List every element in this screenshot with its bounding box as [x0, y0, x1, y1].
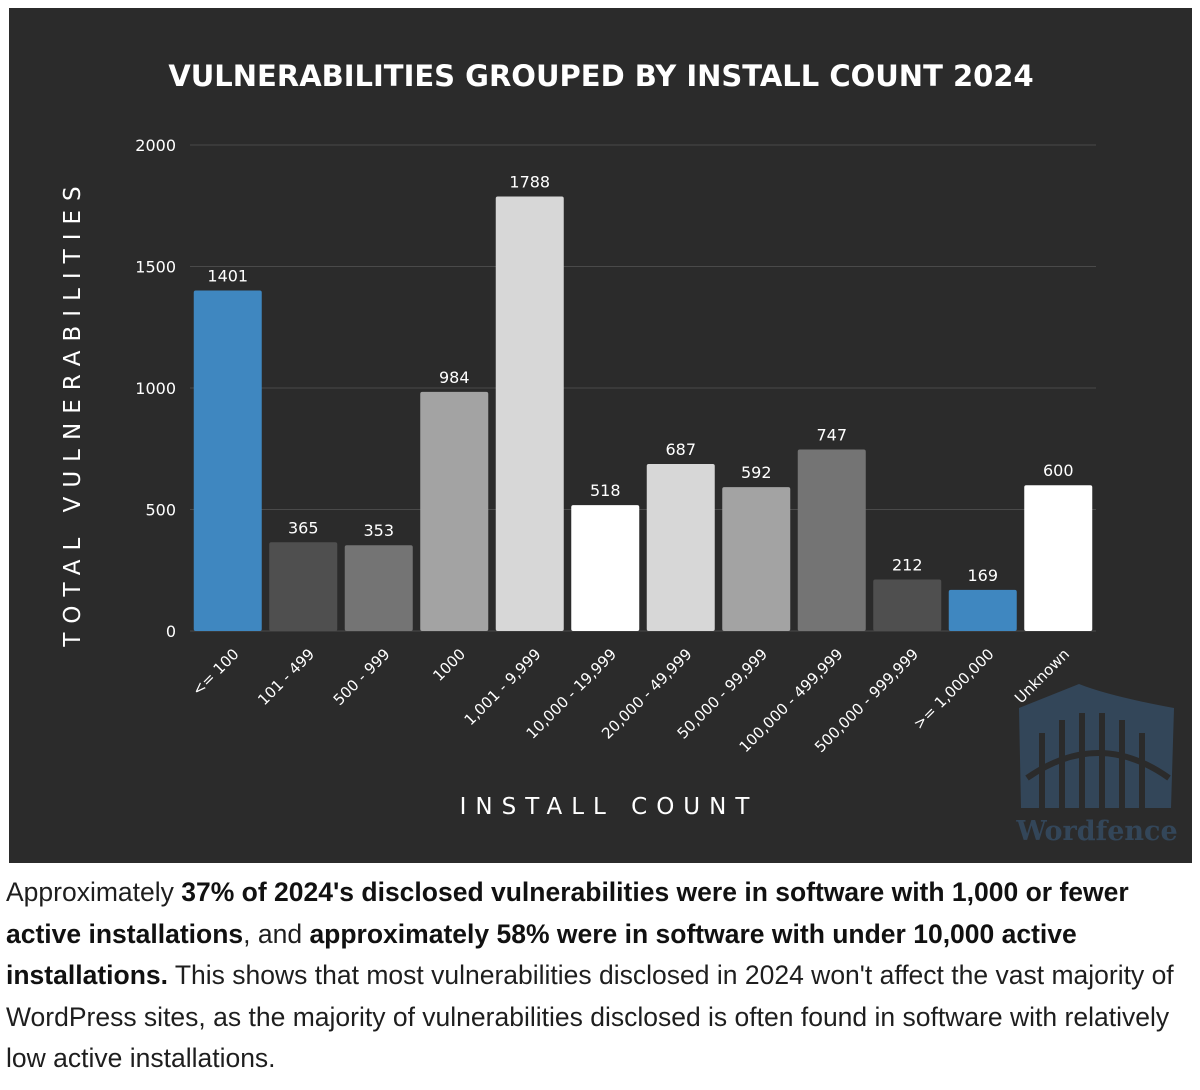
x-tick-label-2: 500 - 999 [330, 645, 394, 709]
bar-10 [948, 589, 1017, 631]
caption-text-1: Approximately [6, 877, 182, 907]
y-tick-label-4: 2000 [135, 136, 176, 155]
y-axis-label: TOTAL VULNERABILITIES [60, 177, 86, 647]
y-tick-labels: 0 500 1000 1500 2000 [135, 136, 176, 641]
value-label-0: 1401 [207, 267, 248, 286]
bar-3 [420, 391, 489, 631]
caption-text-2: , and [243, 918, 310, 949]
value-label-11: 600 [1043, 461, 1074, 480]
y-tick-label-3: 1500 [135, 258, 176, 277]
y-tick-label-2: 1000 [135, 379, 176, 398]
value-label-10: 169 [967, 566, 998, 585]
x-tick-label-4: 1,001 - 9,999 [461, 645, 545, 729]
value-label-9: 212 [892, 555, 923, 574]
value-label-1: 365 [288, 518, 319, 537]
bar-9 [873, 579, 942, 631]
value-label-7: 592 [741, 463, 772, 482]
value-label-3: 984 [439, 368, 470, 387]
bar-4 [495, 196, 564, 632]
bars [193, 196, 1093, 632]
bar-8 [797, 449, 866, 631]
x-tick-label-3: 1000 [429, 645, 469, 685]
caption-text-3: This shows that most vulnerabilities dis… [6, 960, 1174, 1073]
value-label-6: 687 [665, 440, 696, 459]
y-tick-label-0: 0 [166, 622, 176, 641]
bar-2 [344, 545, 413, 631]
watermark-text: Wordfence [1015, 816, 1177, 847]
x-tick-label-0: <= 100 [188, 645, 242, 699]
value-label-5: 518 [590, 481, 621, 500]
y-tick-label-1: 500 [145, 501, 176, 520]
x-axis-label: INSTALL COUNT [460, 794, 759, 820]
bar-5 [571, 505, 640, 631]
x-tick-label-1: 101 - 499 [254, 645, 318, 709]
bar-0 [193, 290, 262, 631]
bar-1 [269, 542, 338, 631]
chart-panel: Wordfence VULNERABILITIES GROUPED BY INS… [9, 8, 1192, 863]
bar-7 [722, 487, 791, 631]
wordfence-logo: Wordfence [1015, 684, 1178, 847]
caption-bold-1: 37% of 2024's disclosed vulnerabilities … [6, 877, 1129, 949]
fence-pickets [1039, 713, 1145, 808]
value-label-4: 1788 [509, 173, 550, 192]
bar-chart: Wordfence VULNERABILITIES GROUPED BY INS… [60, 59, 1178, 847]
caption-paragraph: Approximately 37% of 2024's disclosed vu… [6, 872, 1191, 1080]
chart-title: VULNERABILITIES GROUPED BY INSTALL COUNT… [168, 59, 1033, 93]
caption-bold-2: approximately 58% were in software with … [6, 918, 1077, 991]
x-tick-label-10: >= 1,000,000 [910, 645, 998, 733]
value-labels: 1401 365 353 984 1788 518 687 592 747 212 169 600 [207, 173, 1073, 585]
shield-shape [1019, 684, 1174, 808]
value-label-8: 747 [816, 425, 847, 444]
bar-6 [646, 464, 715, 631]
gridlines [190, 144, 1096, 632]
bar-11 [1024, 485, 1093, 631]
value-label-2: 353 [363, 521, 394, 540]
